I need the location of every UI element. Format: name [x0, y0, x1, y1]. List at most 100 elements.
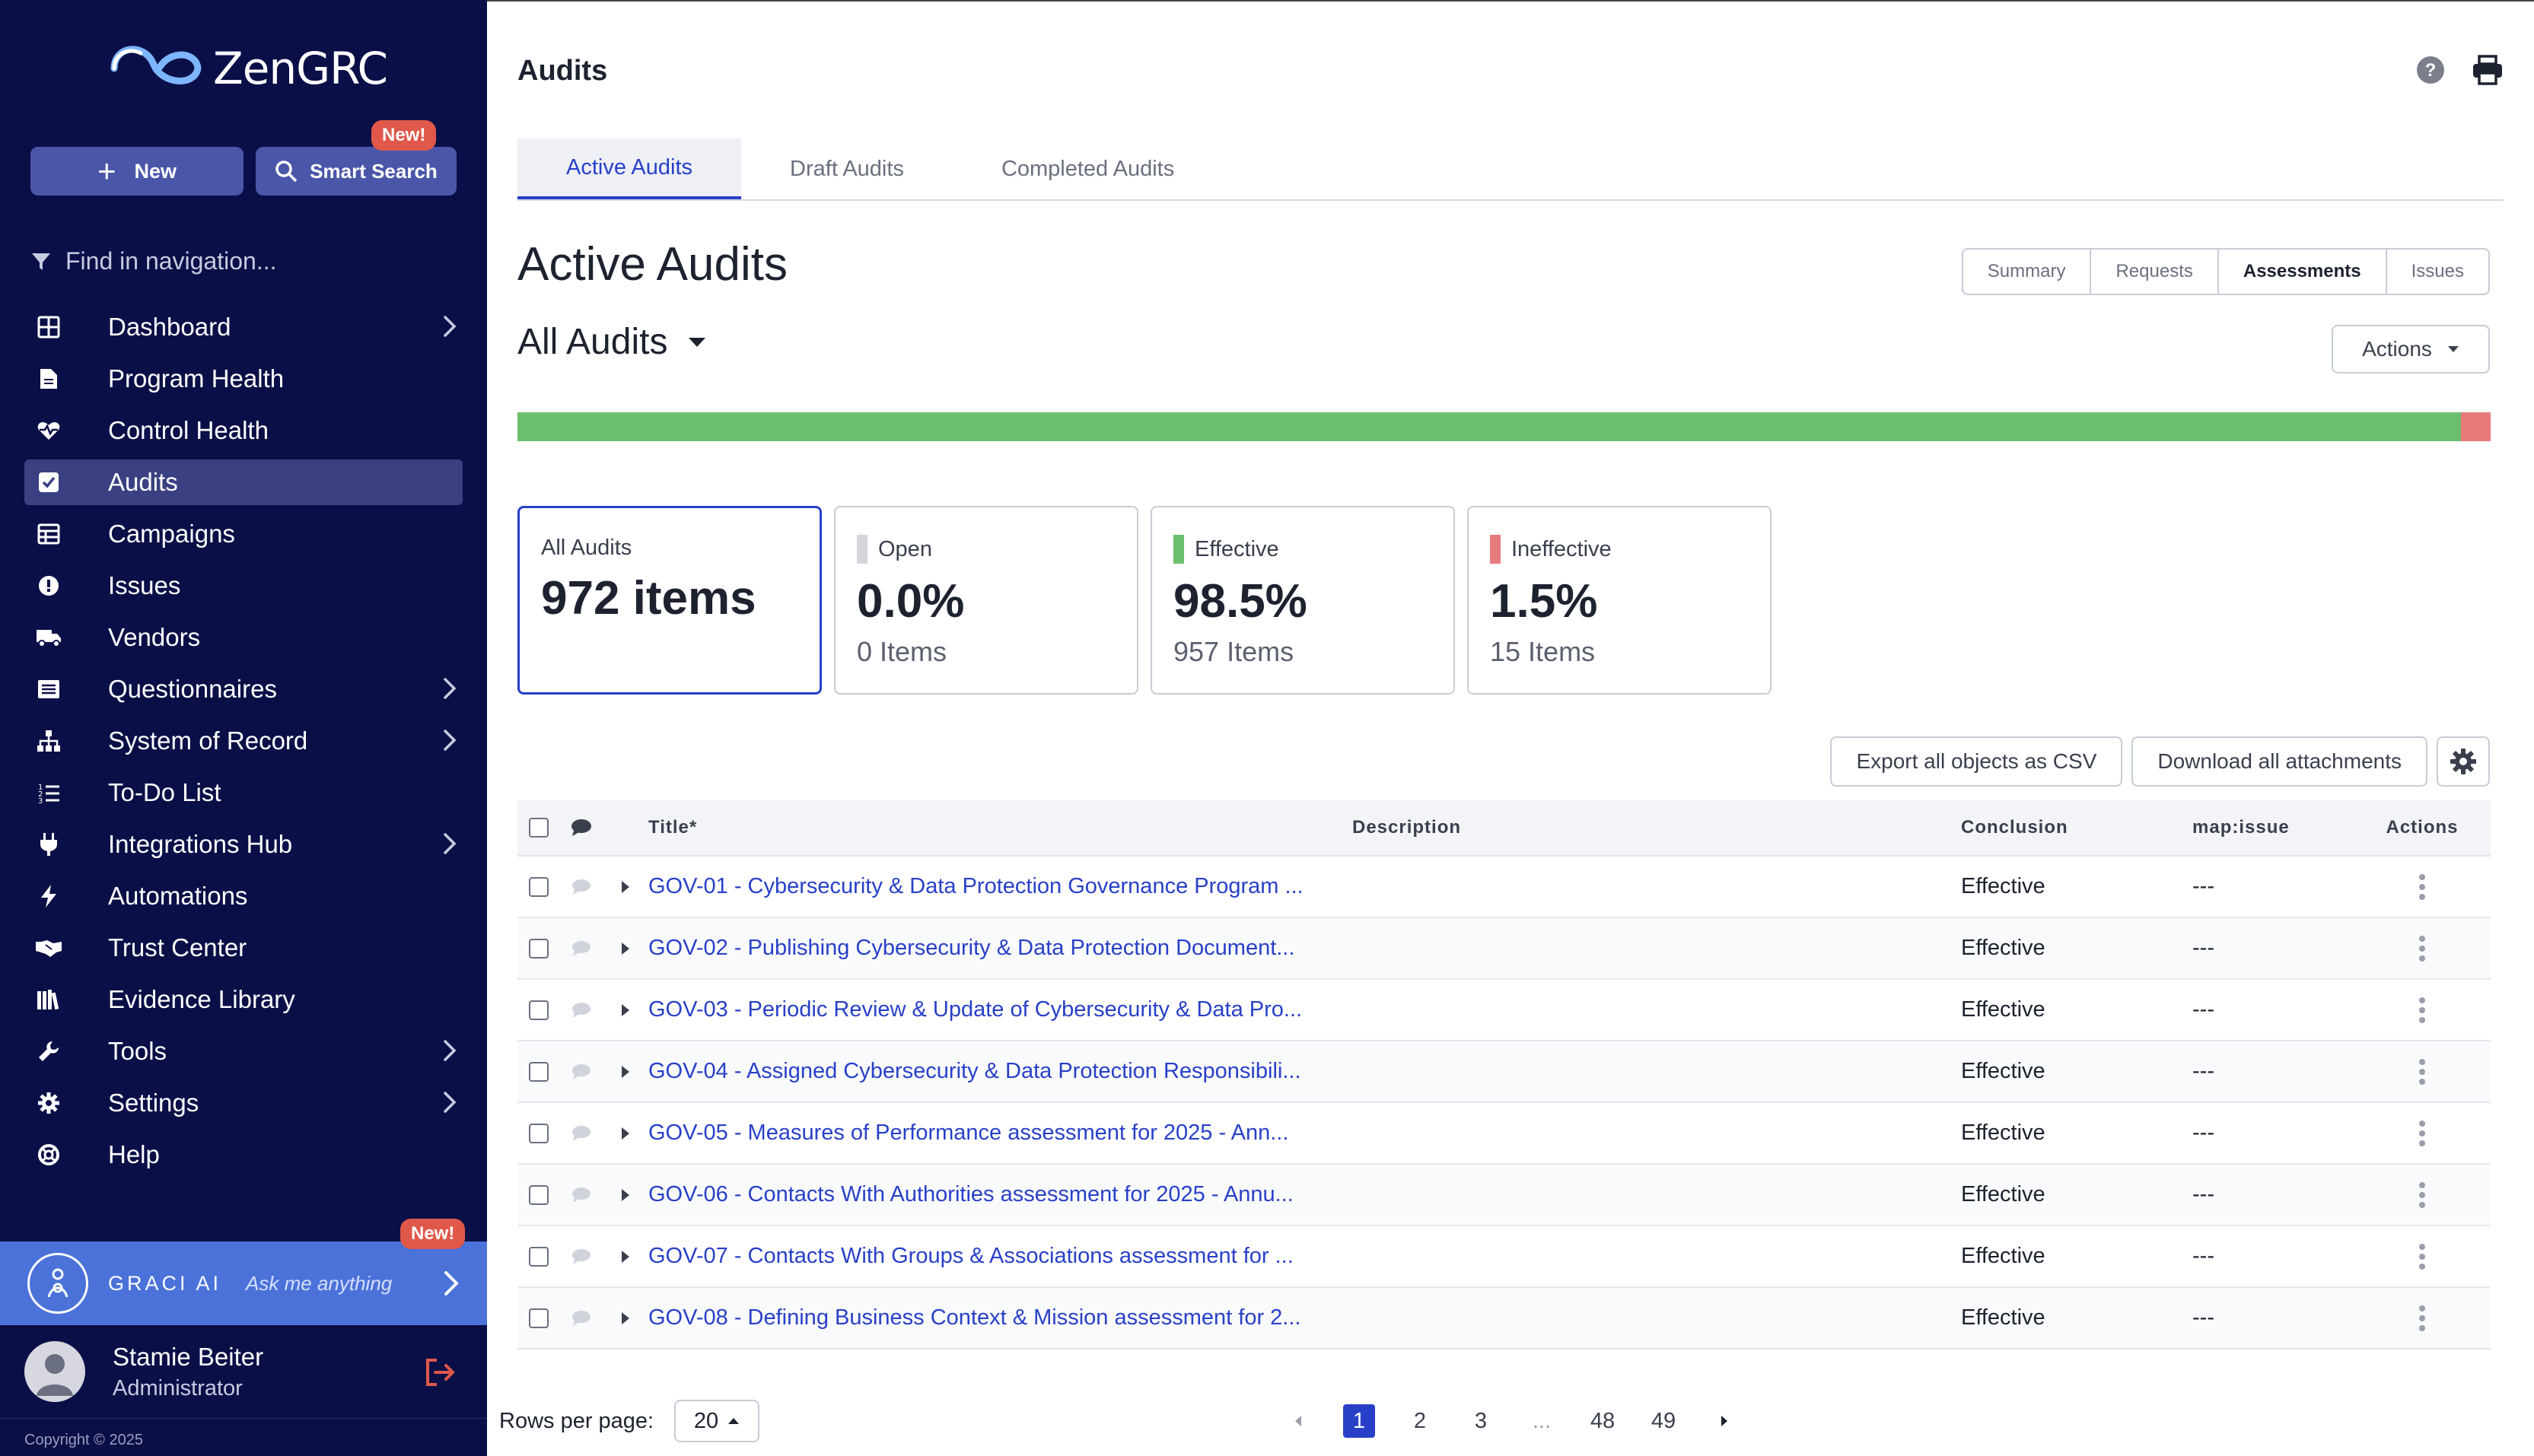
sidebar-item-control-health[interactable]: Control Health	[24, 408, 463, 453]
sidebar-item-questionnaires[interactable]: Questionnaires	[24, 666, 463, 712]
view-summary[interactable]: Summary	[1963, 250, 2092, 294]
view-assessments[interactable]: Assessments	[2219, 250, 2387, 294]
sidebar-item-settings[interactable]: Settings	[24, 1080, 463, 1126]
print-icon[interactable]	[2472, 55, 2504, 85]
audit-filter-dropdown[interactable]: All Audits	[517, 321, 707, 363]
rows-per-page-select[interactable]: 20	[674, 1400, 759, 1442]
sidebar-item-tools[interactable]: Tools	[24, 1028, 463, 1074]
comment-icon[interactable]	[571, 1124, 592, 1143]
kebab-menu-icon[interactable]	[2418, 997, 2426, 1024]
zengrc-logo[interactable]: ZenGRC	[107, 38, 388, 99]
comment-icon[interactable]	[571, 1309, 592, 1327]
row-checkbox[interactable]	[529, 938, 549, 958]
comment-icon[interactable]	[571, 1063, 592, 1081]
row-checkbox[interactable]	[529, 1000, 549, 1020]
comment-icon[interactable]	[571, 878, 592, 896]
stat-card-ineffective[interactable]: Ineffective 1.5% 15 Items	[1467, 506, 1772, 695]
sidebar-item-trust-center[interactable]: Trust Center	[24, 925, 463, 971]
row-checkbox[interactable]	[529, 1061, 549, 1082]
export-csv-button[interactable]: Export all objects as CSV	[1830, 736, 2123, 787]
view-requests[interactable]: Requests	[2091, 250, 2219, 294]
column-title[interactable]: Title*	[648, 817, 698, 838]
caret-right-icon[interactable]	[620, 1064, 631, 1079]
caret-right-icon[interactable]	[620, 1187, 631, 1203]
new-button[interactable]: + New	[30, 147, 244, 196]
assessment-title-link[interactable]: GOV-01 - Cybersecurity & Data Protection…	[648, 874, 1304, 898]
sidebar-item-campaigns[interactable]: Campaigns	[24, 511, 463, 557]
stat-card-effective[interactable]: Effective 98.5% 957 Items	[1151, 506, 1455, 695]
sidebar-item-vendors[interactable]: Vendors	[24, 615, 463, 660]
comment-icon[interactable]	[571, 939, 592, 958]
kebab-menu-icon[interactable]	[2418, 1058, 2426, 1086]
page-button[interactable]: 49	[1633, 1404, 1694, 1438]
logout-icon[interactable]	[423, 1357, 457, 1388]
caret-right-icon[interactable]	[620, 1126, 631, 1141]
assessment-title-link[interactable]: GOV-05 - Measures of Performance assessm…	[648, 1121, 1289, 1145]
previous-page-button[interactable]	[1268, 1404, 1329, 1438]
sidebar-item-program-health[interactable]: Program Health	[24, 356, 463, 402]
select-all-checkbox[interactable]	[529, 818, 549, 838]
caret-right-icon	[1721, 1416, 1727, 1426]
smart-search-button[interactable]: Smart Search	[256, 147, 457, 196]
sidebar-item-evidence-library[interactable]: Evidence Library	[24, 977, 463, 1022]
kebab-menu-icon[interactable]	[2418, 1181, 2426, 1209]
page-button[interactable]: 2	[1390, 1404, 1450, 1438]
kebab-menu-icon[interactable]	[2418, 1243, 2426, 1270]
row-checkbox[interactable]	[529, 876, 549, 897]
caret-right-icon[interactable]	[620, 1249, 631, 1264]
kebab-menu-icon[interactable]	[2418, 935, 2426, 962]
stat-card-open[interactable]: Open 0.0% 0 Items	[834, 506, 1138, 695]
view-issues[interactable]: Issues	[2411, 261, 2464, 281]
tab-completed-audits[interactable]: Completed Audits	[1001, 156, 1175, 181]
assessment-title-link[interactable]: GOV-04 - Assigned Cybersecurity & Data P…	[648, 1059, 1301, 1083]
comment-icon[interactable]	[571, 1186, 592, 1204]
table-settings-button[interactable]	[2437, 736, 2490, 787]
caret-down-icon	[689, 337, 706, 347]
kebab-menu-icon[interactable]	[2418, 873, 2426, 901]
row-checkbox[interactable]	[529, 1308, 549, 1328]
comment-icon[interactable]	[571, 1001, 592, 1019]
kebab-menu-icon[interactable]	[2418, 1305, 2426, 1332]
assessment-title-link[interactable]: GOV-06 - Contacts With Authorities asses…	[648, 1182, 1294, 1206]
page-button[interactable]: 3	[1450, 1404, 1511, 1438]
avatar[interactable]	[24, 1341, 85, 1402]
caret-right-icon[interactable]	[620, 941, 631, 956]
column-map-issue[interactable]: map:issue	[2192, 817, 2290, 838]
assessment-title-link[interactable]: GOV-02 - Publishing Cybersecurity & Data…	[648, 936, 1295, 960]
assessment-title-link[interactable]: GOV-08 - Defining Business Context & Mis…	[648, 1305, 1301, 1330]
actions-button[interactable]: Actions	[2332, 325, 2490, 374]
column-description[interactable]: Description	[1352, 817, 1462, 838]
status-swatch	[1173, 535, 1184, 564]
find-in-navigation-input[interactable]: Find in navigation...	[30, 247, 277, 275]
assessment-title-link[interactable]: GOV-03 - Periodic Review & Update of Cyb…	[648, 997, 1303, 1022]
sidebar-item-audits[interactable]: Audits	[24, 459, 463, 505]
graci-ai-bar[interactable]: GRACI AI Ask me anything	[0, 1241, 487, 1325]
assessment-title-link[interactable]: GOV-07 - Contacts With Groups & Associat…	[648, 1244, 1294, 1268]
caret-right-icon[interactable]	[620, 1003, 631, 1018]
sidebar-item-integrations-hub[interactable]: Integrations Hub	[24, 822, 463, 867]
tab-active-audits[interactable]: Active Audits	[517, 138, 742, 199]
caret-right-icon[interactable]	[620, 879, 631, 895]
help-icon[interactable]: ?	[2415, 55, 2446, 85]
column-conclusion[interactable]: Conclusion	[1961, 817, 2068, 838]
caret-right-icon[interactable]	[620, 1311, 631, 1326]
kebab-menu-icon[interactable]	[2418, 1120, 2426, 1147]
next-page-button[interactable]	[1694, 1404, 1755, 1438]
sidebar-item-help[interactable]: Help	[24, 1132, 463, 1178]
row-checkbox[interactable]	[529, 1246, 549, 1267]
sidebar-item-issues[interactable]: Issues	[24, 563, 463, 609]
stat-card-all-audits[interactable]: All Audits 972 items	[517, 506, 822, 695]
row-checkbox[interactable]	[529, 1123, 549, 1143]
download-attachments-button[interactable]: Download all attachments	[2131, 736, 2427, 787]
sidebar-item-system-of-record[interactable]: System of Record	[24, 718, 463, 764]
sidebar-item-dashboard[interactable]: Dashboard	[24, 304, 463, 350]
row-checkbox[interactable]	[529, 1184, 549, 1205]
tab-draft-audits[interactable]: Draft Audits	[790, 156, 904, 181]
page-button[interactable]: 48	[1572, 1404, 1633, 1438]
sidebar-item-automations[interactable]: Automations	[24, 873, 463, 919]
comment-icon[interactable]	[571, 1248, 592, 1266]
page-button[interactable]: 1	[1329, 1404, 1390, 1438]
chevron-right-icon	[443, 1091, 457, 1117]
